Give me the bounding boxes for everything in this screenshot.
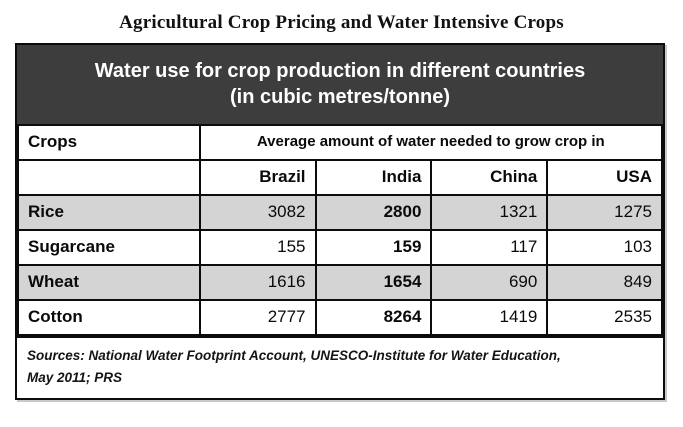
col-header-usa: USA [546, 159, 663, 196]
cell-rice-usa: 1275 [546, 194, 663, 231]
header-row-group: Crops Average amount of water needed to … [17, 124, 664, 161]
row-label-rice: Rice [17, 194, 201, 231]
cell-wheat-india: 1654 [314, 264, 433, 301]
table-row-rice: Rice 3082 2800 1321 1275 [17, 194, 663, 231]
col-group-header: Average amount of water needed to grow c… [198, 124, 664, 161]
table-row-sugarcane: Sugarcane 155 159 117 103 [17, 229, 663, 266]
col-header-china: China [430, 159, 549, 196]
cell-rice-india: 2800 [314, 194, 433, 231]
water-use-table-card: Water use for crop production in differe… [15, 43, 665, 400]
cell-rice-brazil: 3082 [198, 194, 317, 231]
cell-sugarcane-china: 117 [430, 229, 549, 266]
cell-sugarcane-india: 159 [314, 229, 433, 266]
table-row-cotton: Cotton 2777 8264 1419 2535 [17, 299, 663, 336]
table-banner-subtitle: (in cubic metres/tonne) [229, 86, 451, 108]
table-row-wheat: Wheat 1616 1654 690 849 [17, 264, 663, 301]
source-line-1: Sources: National Water Footprint Accoun… [27, 348, 561, 363]
col-header-brazil: Brazil [198, 159, 317, 196]
header-row-countries: Brazil India China USA [17, 159, 663, 196]
cell-cotton-usa: 2535 [546, 299, 663, 336]
cell-cotton-china: 1419 [430, 299, 549, 336]
col-header-crops: Crops [17, 124, 201, 161]
cell-wheat-usa: 849 [546, 264, 663, 301]
table-source-note: Sources: National Water Footprint Accoun… [17, 336, 663, 398]
table-banner-title: Water use for crop production in differe… [94, 60, 586, 82]
cell-wheat-brazil: 1616 [198, 264, 317, 301]
empty-cell [17, 159, 201, 196]
water-use-table: Crops Average amount of water needed to … [17, 124, 664, 336]
page: Agricultural Crop Pricing and Water Inte… [0, 12, 683, 400]
cell-wheat-china: 690 [430, 264, 549, 301]
row-label-cotton: Cotton [17, 299, 201, 336]
page-title: Agricultural Crop Pricing and Water Inte… [119, 12, 564, 33]
row-label-wheat: Wheat [17, 264, 201, 301]
table-banner: Water use for crop production in differe… [17, 45, 663, 124]
col-header-india: India [314, 159, 433, 196]
cell-sugarcane-brazil: 155 [198, 229, 317, 266]
source-line-2: May 2011; PRS [27, 370, 123, 385]
row-label-sugarcane: Sugarcane [17, 229, 201, 266]
cell-cotton-india: 8264 [314, 299, 433, 336]
cell-rice-china: 1321 [430, 194, 549, 231]
cell-cotton-brazil: 2777 [198, 299, 317, 336]
cell-sugarcane-usa: 103 [546, 229, 663, 266]
